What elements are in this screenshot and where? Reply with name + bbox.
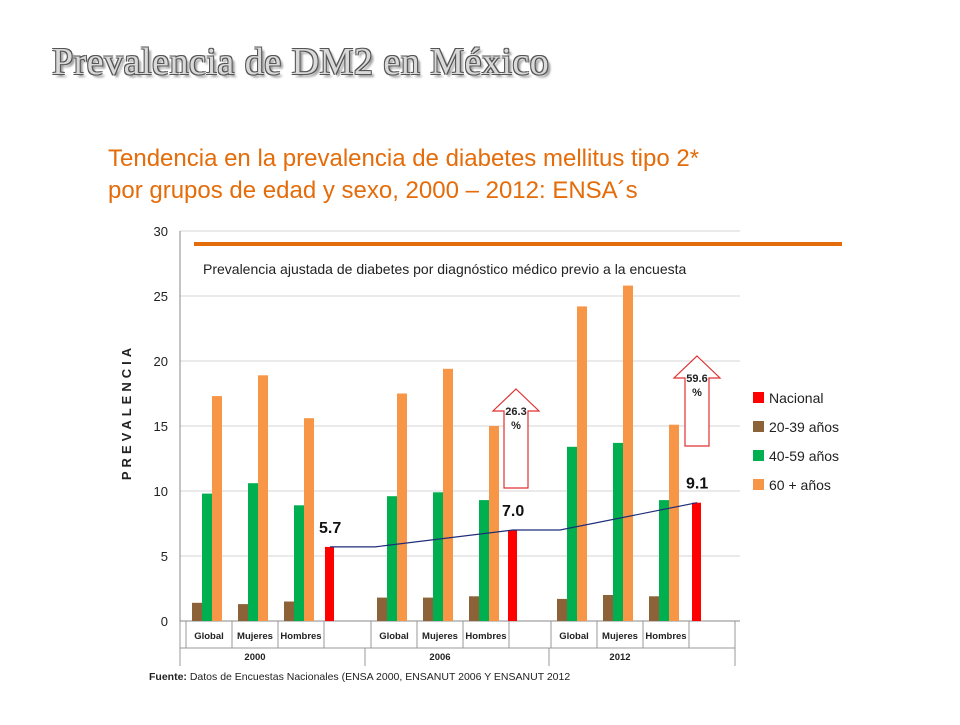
bar-nacional	[508, 530, 517, 621]
bar-60-+-aos	[212, 396, 222, 621]
increase-annotation-value: 59.6	[686, 373, 707, 385]
increase-annotation-unit: %	[692, 387, 702, 399]
bar-20-39-aos	[284, 601, 294, 621]
bar-40-59-aos	[294, 505, 304, 621]
y-tick-label: 20	[154, 354, 168, 369]
x-subcategory-label: Mujeres	[237, 631, 273, 642]
y-tick-label: 10	[154, 484, 168, 499]
x-subcategory-label: Mujeres	[422, 631, 458, 642]
increase-arrow-icon	[672, 355, 722, 447]
bar-20-39-aos	[649, 596, 659, 621]
bar-20-39-aos	[377, 597, 387, 621]
source-text: Datos de Encuestas Nacionales (ENSA 2000…	[189, 671, 571, 683]
bar-nacional	[692, 502, 701, 621]
source-label: Fuente:	[149, 671, 187, 683]
increase-annotation-unit: %	[511, 420, 521, 432]
x-subcategory-label: Hombres	[465, 631, 506, 642]
nacional-data-label: 7.0	[502, 503, 524, 520]
x-subcategory-label: Mujeres	[602, 631, 638, 642]
y-tick-label: 0	[161, 614, 168, 629]
bar-40-59-aos	[479, 500, 489, 621]
bar-20-39-aos	[192, 602, 202, 621]
bar-20-39-aos	[238, 604, 248, 621]
x-year-label: 2012	[609, 652, 630, 663]
bar-40-59-aos	[613, 442, 623, 621]
increase-arrow-icon	[491, 388, 541, 489]
y-axis-title: PREVALENCIA	[119, 344, 134, 480]
source-note: Fuente: Datos de Encuestas Nacionales (E…	[149, 671, 570, 683]
legend-swatch	[753, 421, 764, 432]
bar-nacional	[325, 546, 334, 621]
nacional-data-label: 9.1	[686, 476, 708, 493]
slide-title: Prevalencia de DM2 en México	[52, 41, 550, 83]
x-subcategory-label: Hombres	[280, 631, 321, 642]
x-subcategory-label: Global	[379, 631, 409, 642]
bar-60-+-aos	[623, 285, 633, 621]
bar-60-+-aos	[397, 393, 407, 621]
bar-40-59-aos	[659, 500, 669, 621]
increase-annotation-value: 26.3	[505, 406, 526, 418]
bar-20-39-aos	[469, 596, 479, 621]
bar-60-+-aos	[669, 424, 679, 621]
x-year-label: 2006	[429, 652, 450, 663]
legend-swatch	[753, 450, 764, 461]
y-tick-label: 30	[154, 224, 168, 239]
bar-60-+-aos	[443, 368, 453, 621]
bar-40-59-aos	[202, 493, 212, 621]
x-subcategory-label: Global	[194, 631, 224, 642]
bar-40-59-aos	[567, 446, 577, 621]
legend-label: Nacional	[769, 390, 823, 406]
x-subcategory-label: Hombres	[645, 631, 686, 642]
subtitle-line-2: por grupos de edad y sexo, 2000 – 2012: …	[108, 177, 638, 204]
bar-40-59-aos	[433, 492, 443, 621]
legend-swatch	[753, 392, 764, 403]
bar-60-+-aos	[304, 418, 314, 621]
bar-40-59-aos	[248, 483, 258, 621]
nacional-data-label: 5.7	[319, 520, 341, 537]
bar-60-+-aos	[577, 306, 587, 621]
bar-20-39-aos	[423, 597, 433, 621]
legend-label: 60 + años	[769, 477, 831, 493]
legend-label: 40-59 años	[769, 448, 839, 464]
bar-60-+-aos	[258, 375, 268, 621]
x-subcategory-label: Global	[559, 631, 589, 642]
bar-60-+-aos	[489, 426, 499, 621]
y-tick-label: 25	[154, 289, 168, 304]
legend-label: 20-39 años	[769, 419, 839, 435]
legend-swatch	[753, 479, 764, 490]
title-rule	[194, 242, 842, 246]
y-tick-label: 5	[161, 549, 168, 564]
y-tick-label: 15	[154, 419, 168, 434]
bar-40-59-aos	[387, 496, 397, 621]
bar-20-39-aos	[557, 598, 567, 621]
subtitle-line-1: Tendencia en la prevalencia de diabetes …	[108, 145, 700, 172]
chart-subtitle: Tendencia en la prevalencia de diabetes …	[108, 143, 699, 207]
chart-title: Prevalencia ajustada de diabetes por dia…	[203, 261, 687, 277]
bar-20-39-aos	[603, 595, 613, 621]
x-year-label: 2000	[244, 652, 265, 663]
nacional-trend-line	[330, 502, 698, 548]
